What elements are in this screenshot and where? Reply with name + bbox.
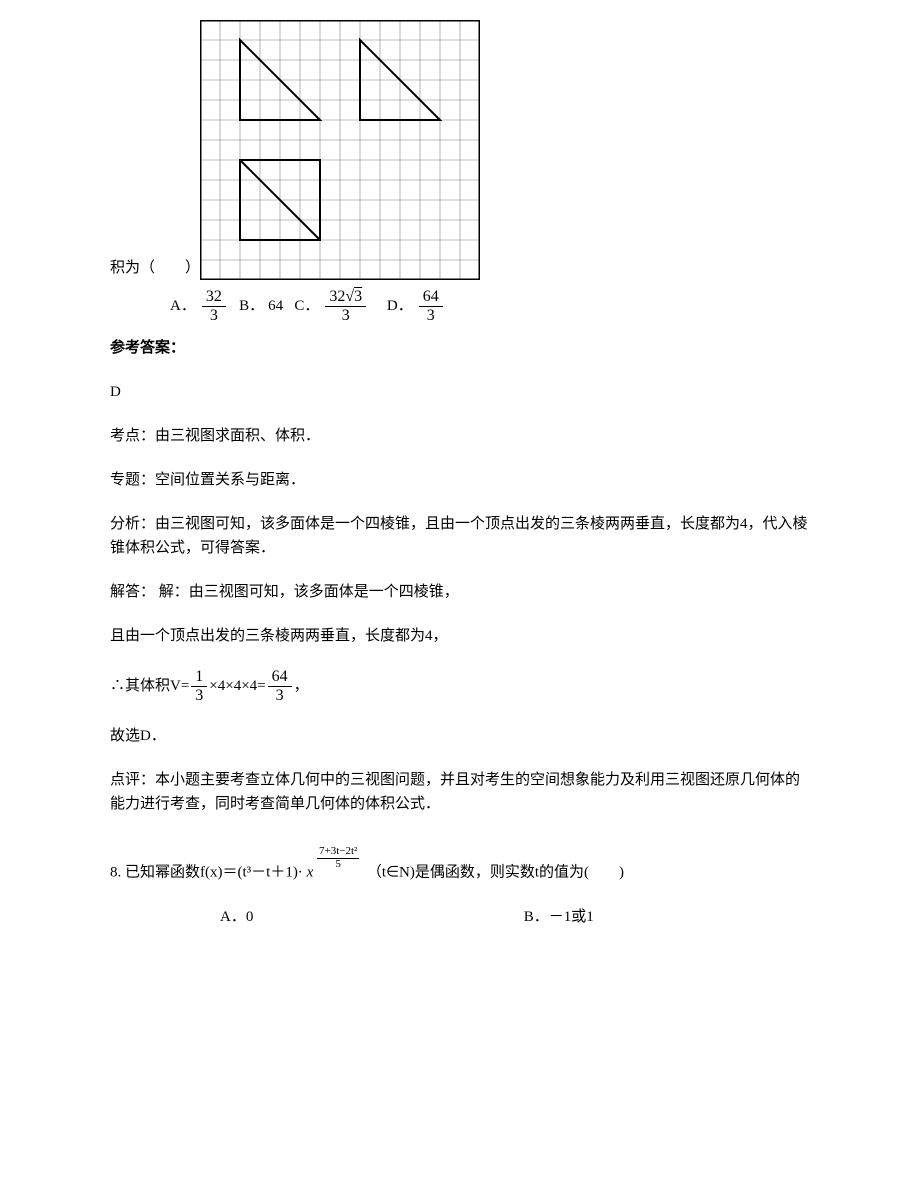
solve-line1: 解答： 解：由三视图可知，该多面体是一个四棱锥，	[110, 580, 810, 604]
topic-text: 由三视图求面积、体积．	[155, 428, 320, 444]
subject-text: 空间位置关系与距离．	[155, 472, 305, 488]
q8-option-a[interactable]: A．0	[220, 905, 520, 929]
option-a-fraction: 32 3	[202, 288, 226, 324]
fraction-1-3: 1 3	[191, 668, 207, 704]
topic-row: 考点：由三视图求面积、体积．	[110, 424, 810, 448]
q7-options: A． 32 3 B． 64 C． 32√3 3 D． 64 3	[110, 288, 810, 324]
option-letter: D．	[387, 294, 413, 318]
q8-power-term: x	[307, 865, 317, 881]
q8-exponent: 7+3t−2t² 5	[317, 846, 359, 870]
option-letter: A．	[220, 909, 246, 925]
comment-text: 本小题主要考查立体几何中的三视图问题，并且对考生的空间想象能力及利用三视图还原几…	[110, 772, 800, 812]
option-letter: B．	[239, 294, 264, 318]
solve-text-1: 解：由三视图可知，该多面体是一个四棱锥，	[155, 584, 459, 600]
solve-label: 解答：	[110, 584, 155, 600]
topic-label: 考点：	[110, 428, 155, 444]
q7-diagram	[200, 20, 480, 280]
option-c[interactable]: C． 32√3 3	[294, 288, 368, 324]
analysis-label: 分析：	[110, 516, 155, 532]
q8-stem-before: 已知幂函数f(x)＝(t³－t＋1)·	[125, 865, 303, 881]
option-d[interactable]: D． 64 3	[387, 288, 445, 324]
fraction-64-3: 64 3	[268, 668, 292, 704]
q8-stem-after: （t∈N)是偶函数，则实数t的值为( )	[367, 865, 624, 881]
answer-heading: 参考答案：	[110, 336, 810, 360]
comment-label: 点评：	[110, 772, 155, 788]
analysis-text: 由三视图可知，该多面体是一个四棱锥，且由一个顶点出发的三条棱两两垂直，长度都为4…	[110, 516, 808, 556]
volume-suffix: ，	[294, 674, 309, 698]
q8-stem: 8. 已知幂函数f(x)＝(t³－t＋1)· x 7+3t−2t² 5 （t∈N…	[110, 846, 810, 884]
option-b[interactable]: B． 64	[239, 294, 283, 318]
answer-letter: D	[110, 380, 810, 404]
volume-middle: ×4×4×4=	[209, 674, 265, 698]
q7-stem-row: 积为（ ）	[110, 20, 810, 280]
comment-row: 点评：本小题主要考查立体几何中的三视图问题，并且对考生的空间想象能力及利用三视图…	[110, 768, 810, 816]
analysis-row: 分析：由三视图可知，该多面体是一个四棱锥，且由一个顶点出发的三条棱两两垂直，长度…	[110, 512, 810, 560]
option-a[interactable]: A． 32 3	[170, 288, 228, 324]
q8-base: x	[307, 865, 314, 881]
q8-option-b[interactable]: B．－1或1	[524, 905, 594, 929]
solve-volume: ∴其体积V= 1 3 ×4×4×4= 64 3 ，	[110, 668, 810, 704]
q8-number: 8.	[110, 865, 125, 881]
solve-line2: 且由一个顶点出发的三条棱两两垂直，长度都为4，	[110, 624, 810, 648]
option-d-fraction: 64 3	[419, 288, 443, 324]
volume-prefix: ∴其体积V=	[110, 674, 189, 698]
option-text: －1或1	[549, 909, 594, 925]
option-c-fraction: 32√3 3	[325, 288, 366, 324]
option-letter: C．	[294, 294, 319, 318]
subject-row: 专题：空间位置关系与距离．	[110, 468, 810, 492]
option-letter: A．	[170, 294, 196, 318]
solve-conclusion: 故选D．	[110, 724, 810, 748]
q7-stem-text: 积为（ ）	[110, 256, 200, 280]
option-letter: B．	[524, 909, 549, 925]
option-b-text: 64	[268, 294, 283, 318]
q8-options: A．0 B．－1或1	[110, 905, 810, 929]
option-text: 0	[246, 909, 254, 925]
subject-label: 专题：	[110, 472, 155, 488]
